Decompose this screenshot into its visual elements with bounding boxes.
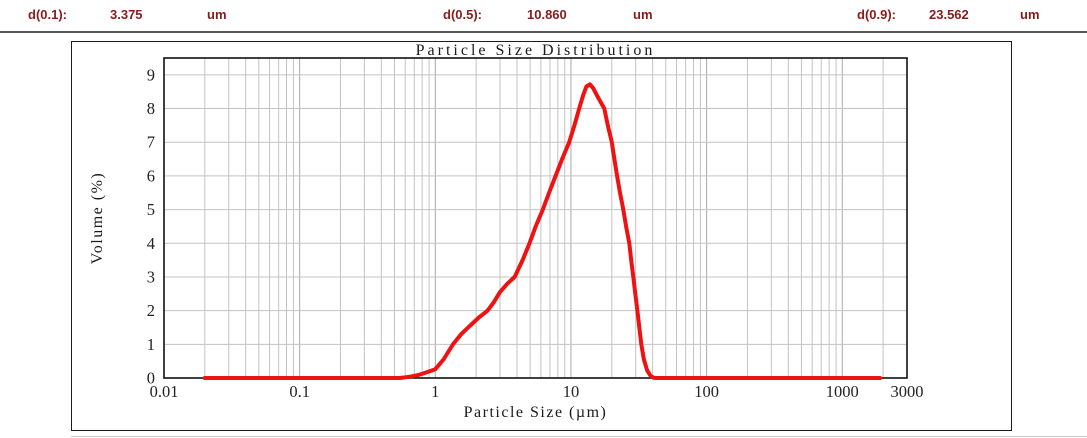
x-tick-labels: 0.01 0.1 1 10 100 1000 3000 <box>150 382 924 401</box>
y-axis-label: Volume (%) <box>89 171 106 265</box>
y-tick-labels: 0 1 2 3 4 5 6 7 8 9 <box>147 65 155 387</box>
x-tick-label: 0.01 <box>150 382 179 401</box>
y-tick-label: 1 <box>147 335 155 354</box>
report-frame: 0.01 0.1 1 10 100 1000 3000 0 1 2 3 4 5 6 7 8 9 Particle… <box>71 41 1012 431</box>
y-tick-label: 6 <box>147 166 155 185</box>
d10-label: d(0.1): <box>28 7 67 22</box>
y-tick-label: 3 <box>147 267 155 286</box>
d10-unit: um <box>207 7 227 22</box>
cropped-next-section-border <box>71 436 1087 437</box>
x-tick-label: 1 <box>431 382 439 401</box>
y-tick-label: 4 <box>147 234 155 253</box>
plot-border <box>163 57 908 379</box>
y-tick-label: 9 <box>147 65 155 84</box>
y-tick-label: 0 <box>147 369 155 388</box>
y-tick-label: 5 <box>147 200 155 219</box>
y-tick-label: 2 <box>147 301 155 320</box>
distribution-curve <box>202 82 883 380</box>
x-tick-label: 10 <box>563 382 580 401</box>
d90-value: 23.562 <box>929 7 969 22</box>
particle-size-distribution-plot: 0.01 0.1 1 10 100 1000 3000 0 1 2 3 4 5 6 7 8 9 <box>147 57 924 401</box>
x-tick-label: 1000 <box>826 382 859 401</box>
y-tick-label: 8 <box>147 99 155 118</box>
chart-title: Particle Size Distribution <box>415 42 656 59</box>
x-tick-label: 0.1 <box>289 382 310 401</box>
d90-unit: um <box>1020 7 1040 22</box>
d90-label: d(0.9): <box>857 7 896 22</box>
x-tick-label: 3000 <box>891 382 924 401</box>
x-axis-label: Particle Size (µm) <box>463 404 608 421</box>
y-tick-label: 7 <box>147 133 155 152</box>
x-tick-label: 100 <box>694 382 719 401</box>
d50-unit: um <box>633 7 653 22</box>
grid-lines <box>164 58 907 378</box>
d50-label: d(0.5): <box>443 7 482 22</box>
d10-value: 3.375 <box>110 7 143 22</box>
header-divider-rule <box>0 31 1087 33</box>
d50-value: 10.860 <box>527 7 567 22</box>
